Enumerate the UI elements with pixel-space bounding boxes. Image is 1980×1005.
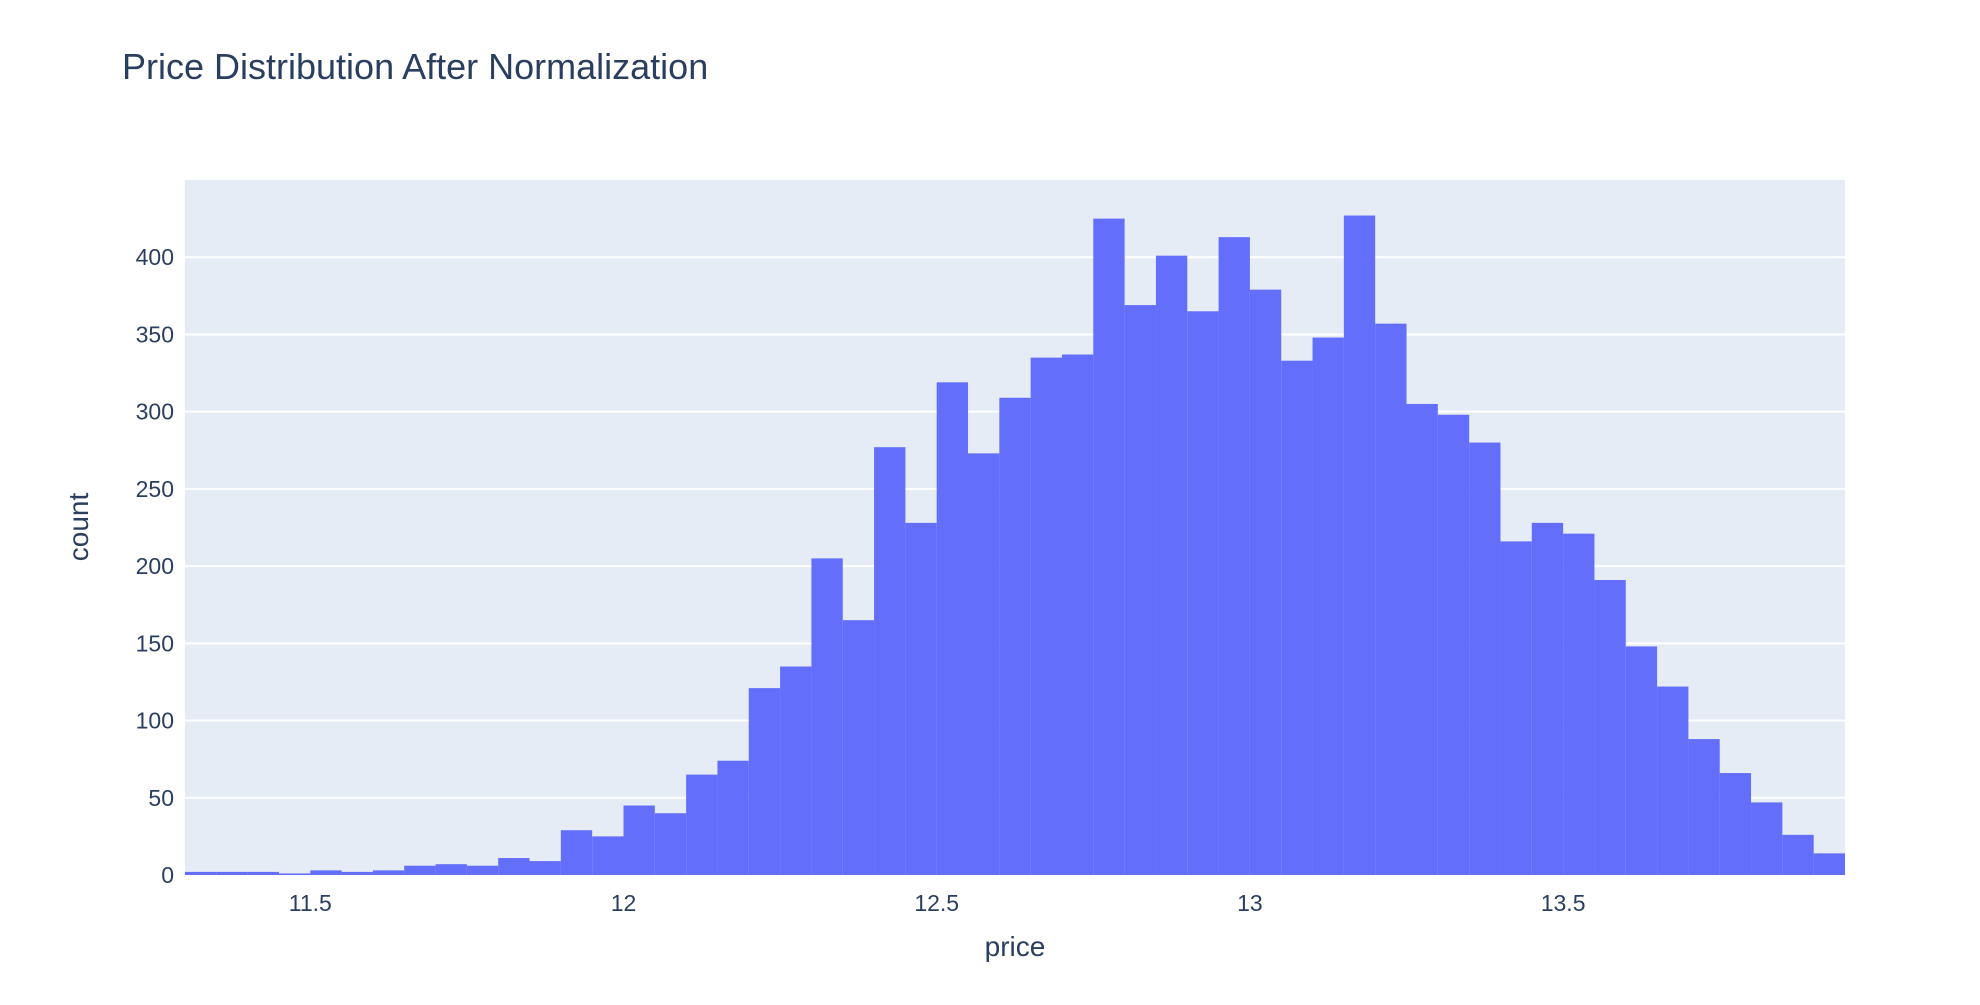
histogram-bar (623, 805, 655, 875)
y-tick-label: 0 (161, 862, 174, 888)
histogram-bar (466, 865, 499, 875)
histogram-bar (1437, 414, 1470, 875)
y-tick-label: 150 (136, 630, 174, 656)
y-tick-label: 200 (136, 553, 174, 579)
histogram-bar (404, 865, 436, 875)
y-axis-ticks: 0 50 100 150 200 250 300 350 400 (136, 244, 174, 888)
x-tick-label: 13 (1237, 890, 1263, 916)
histogram-bar (1093, 218, 1125, 876)
histogram-bar (874, 447, 906, 875)
histogram-bar (185, 871, 217, 875)
histogram-bar (654, 813, 687, 875)
histogram-bar (1657, 686, 1689, 875)
histogram-bar (748, 688, 781, 875)
histogram-bar (1500, 541, 1532, 875)
histogram-bar (216, 871, 248, 875)
y-tick-label: 350 (136, 321, 174, 347)
histogram-bar (968, 453, 1000, 875)
histogram-bar (1688, 739, 1720, 875)
histogram-bar (842, 620, 875, 875)
histogram-bar (278, 873, 311, 875)
histogram-bar (1563, 533, 1595, 875)
chart-title: Price Distribution After Normalization (122, 46, 708, 87)
histogram-bar (341, 871, 373, 875)
histogram-bar (1187, 311, 1219, 875)
y-axis-title: count (63, 493, 94, 562)
histogram-bar (1218, 237, 1250, 876)
histogram-bar (686, 774, 718, 875)
histogram-bar (247, 871, 279, 875)
histogram-bar (1531, 522, 1564, 875)
histogram-bar (1281, 360, 1313, 875)
histogram-bar (1751, 802, 1783, 875)
histogram-bar (1155, 255, 1188, 875)
x-axis-ticks: 11.5 12 12.5 13 13.5 (289, 890, 1586, 916)
y-tick-label: 250 (136, 476, 174, 502)
y-tick-label: 100 (136, 708, 174, 734)
histogram-bar (1061, 354, 1094, 875)
histogram-bar (811, 558, 843, 875)
histogram-bar (1782, 834, 1814, 875)
histogram-bar (1030, 357, 1062, 876)
histogram-bar (780, 666, 812, 875)
histogram-bar (560, 830, 593, 875)
x-tick-label: 11.5 (289, 890, 332, 916)
histogram-bar (1406, 403, 1438, 875)
histogram-bar (1249, 289, 1282, 876)
x-tick-label: 12 (611, 890, 637, 916)
x-tick-label: 12.5 (914, 890, 959, 916)
histogram-bar (310, 870, 342, 875)
histogram-bar (435, 864, 467, 875)
histogram-bar (936, 382, 969, 875)
histogram-bar (372, 870, 405, 875)
x-tick-label: 13.5 (1541, 890, 1586, 916)
bars (185, 215, 1845, 876)
histogram-bar (1124, 305, 1156, 876)
y-tick-label: 400 (136, 244, 174, 270)
histogram-bar (1343, 215, 1376, 875)
histogram-bar (1625, 646, 1658, 875)
histogram-bar (529, 861, 561, 875)
histogram-bar (905, 522, 937, 875)
histogram-bar (498, 858, 530, 875)
histogram-bar (1719, 773, 1752, 875)
histogram-bar (999, 397, 1031, 875)
histogram-bar (1469, 442, 1501, 875)
y-tick-label: 50 (148, 785, 174, 811)
y-tick-label: 300 (136, 399, 174, 425)
histogram-bar (1813, 853, 1845, 875)
histogram-bar (1375, 323, 1407, 876)
histogram-bar (592, 836, 624, 875)
histogram-bar (1594, 580, 1626, 875)
histogram-bar (1312, 337, 1344, 875)
histogram-bar (717, 760, 749, 875)
x-axis-title: price (985, 931, 1046, 962)
